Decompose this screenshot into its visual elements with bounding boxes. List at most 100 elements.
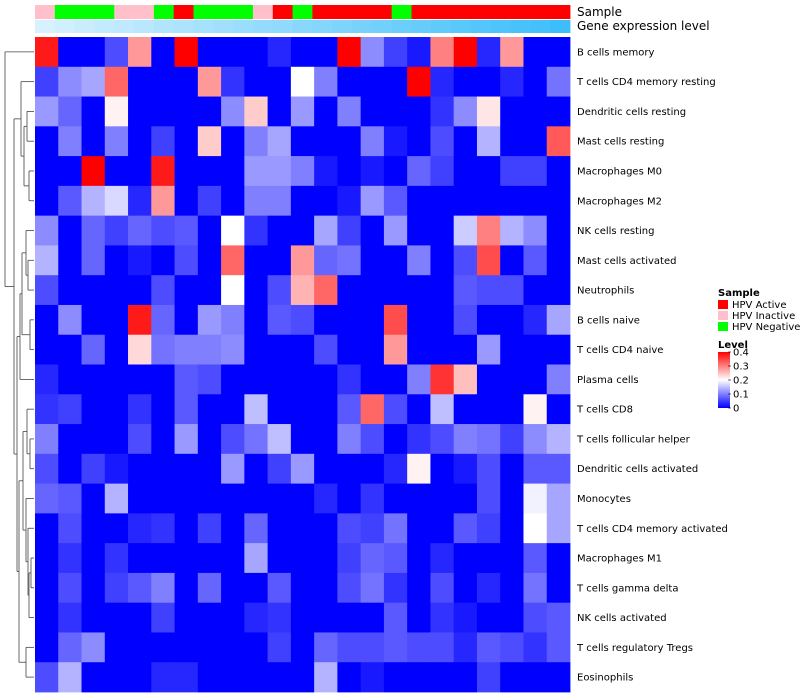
heatmap-cell (58, 245, 82, 276)
heatmap-cell (290, 304, 315, 336)
legend-level-colorbar (718, 352, 730, 408)
heatmap-cell (58, 304, 82, 336)
heatmap-cell (58, 602, 82, 633)
heatmap-cell (221, 37, 245, 68)
heatmap-cell (197, 275, 222, 306)
heatmap-cell (35, 66, 59, 97)
heatmap-cell (151, 662, 175, 693)
heatmap-cell (128, 424, 152, 455)
heatmap-cell (221, 483, 245, 514)
heatmap-cell (267, 185, 292, 217)
heatmap-cell (290, 126, 315, 157)
heatmap-cell (81, 424, 106, 455)
heatmap-cell (407, 543, 431, 574)
heatmap-cell (174, 185, 199, 217)
heatmap-cell (546, 37, 571, 68)
heatmap-cell (383, 245, 408, 276)
heatmap-cell (81, 96, 106, 127)
heatmap-cell (453, 424, 478, 455)
heatmap-cell (267, 96, 292, 127)
heatmap-cell (174, 364, 199, 395)
heatmap-cell (476, 156, 501, 187)
heatmap-cell (151, 364, 175, 395)
heatmap-cell (360, 543, 385, 574)
heatmap-cell (197, 394, 222, 425)
heatmap-cell (35, 543, 59, 574)
heatmap-cell (35, 424, 59, 455)
heatmap-cell (128, 513, 152, 544)
heatmap-cell (267, 483, 292, 514)
heatmap-cell (35, 453, 59, 484)
heatmap-cell (128, 364, 152, 395)
heatmap-cell (104, 96, 129, 127)
heatmap-cell (197, 424, 222, 455)
heatmap-cell (174, 215, 199, 246)
heatmap-cell (104, 424, 129, 455)
heatmap-cell (58, 662, 82, 693)
heatmap-cell (81, 483, 106, 514)
heatmap-cell (267, 662, 292, 693)
sample-annotation-cell (371, 5, 393, 19)
heatmap-cell (407, 483, 431, 514)
heatmap-cell (500, 364, 524, 395)
sample-annotation-cell (134, 5, 155, 19)
heatmap-cell (500, 572, 524, 604)
heatmap-cell (337, 245, 362, 276)
heatmap-cell (35, 483, 59, 514)
sample-annotation-cell (94, 5, 115, 19)
heatmap-cell (151, 37, 175, 68)
row-label: T cells CD4 memory activated (576, 524, 728, 535)
heatmap-cell (151, 602, 175, 633)
sample-annotation-label: Sample (577, 5, 622, 19)
heatmap-cell (104, 37, 129, 68)
heatmap-cell (290, 96, 315, 127)
heatmap-cell (430, 275, 455, 306)
heatmap-cell (151, 96, 175, 127)
heatmap-cell (244, 483, 269, 514)
heatmap-cell (337, 37, 362, 68)
heatmap-cell (314, 96, 338, 127)
heatmap-cell (197, 37, 222, 68)
heatmap-cell (290, 275, 315, 306)
heatmap-cell (128, 483, 152, 514)
heatmap-cell (523, 602, 548, 633)
heatmap-cell (151, 543, 175, 574)
heatmap-cell (523, 662, 548, 693)
heatmap-cell (383, 453, 408, 484)
heatmap-cell (290, 364, 315, 395)
heatmap-cell (244, 662, 269, 693)
heatmap-cell (104, 66, 129, 97)
heatmap-cell (523, 364, 548, 395)
heatmap-cell (476, 185, 501, 217)
heatmap-cell (500, 245, 524, 276)
heatmap-cell (453, 394, 478, 425)
heatmap-cell (267, 572, 292, 604)
gene-expression-annotation-cell (153, 20, 175, 33)
heatmap-cell (35, 275, 59, 306)
heatmap-cell (197, 66, 222, 97)
heatmap-cell (314, 632, 338, 663)
heatmap-cell (430, 483, 455, 514)
heatmap-cell (360, 334, 385, 365)
heatmap-cell (337, 662, 362, 693)
heatmap-cell (476, 66, 501, 97)
heatmap-cell (81, 245, 106, 276)
heatmap-cell (360, 215, 385, 246)
sample-annotation-cell (352, 5, 373, 19)
heatmap-cell (383, 513, 408, 544)
heatmap-cell (383, 275, 408, 306)
heatmap-cell (500, 453, 524, 484)
heatmap-cell (407, 304, 431, 336)
heatmap-cell (314, 453, 338, 484)
row-label: T cells CD8 (576, 405, 633, 416)
heatmap-cell (430, 156, 455, 187)
heatmap-cell (407, 453, 431, 484)
heatmap-cell (476, 215, 501, 246)
heatmap-cell (104, 662, 129, 693)
heatmap-cell (58, 543, 82, 574)
heatmap-cell (35, 364, 59, 395)
heatmap-cell (476, 364, 501, 395)
row-label: Macrophages M2 (577, 196, 662, 207)
heatmap-cell (500, 602, 524, 633)
